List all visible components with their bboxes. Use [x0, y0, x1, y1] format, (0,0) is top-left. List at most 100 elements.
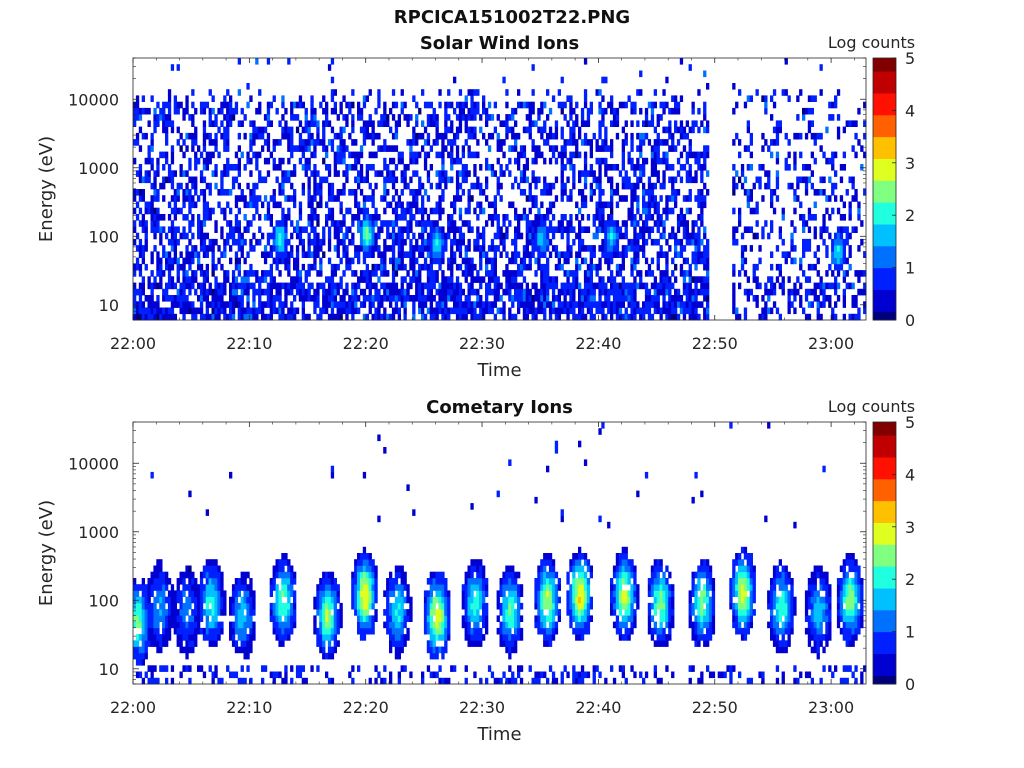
heat-cell — [650, 101, 655, 109]
heat-cell — [307, 120, 311, 127]
heat-cell — [144, 634, 148, 641]
heat-cell — [214, 615, 218, 622]
heat-cell — [138, 602, 143, 610]
heat-cell — [470, 182, 474, 190]
heat-cell — [627, 157, 631, 165]
heat-cell — [243, 288, 247, 296]
heat-cell — [263, 257, 268, 265]
heat-cell — [217, 189, 221, 196]
heat-cell — [389, 301, 393, 308]
heat-cell — [566, 276, 570, 283]
heat-cell — [342, 214, 346, 221]
heat-cell — [490, 263, 495, 271]
heat-cell — [194, 139, 198, 146]
heat-cell — [639, 270, 643, 277]
heat-cell — [295, 257, 300, 265]
heat-cell — [863, 151, 867, 159]
heat-cell — [150, 295, 154, 302]
heat-cell — [237, 89, 241, 96]
heat-cell — [854, 195, 858, 202]
heat-cell — [624, 182, 628, 190]
heat-cell — [612, 164, 617, 171]
heat-cell — [592, 189, 596, 196]
heat-cell — [150, 201, 154, 209]
heat-cell — [642, 301, 646, 308]
heat-cell — [226, 157, 230, 165]
heat-cell — [368, 232, 372, 240]
heat-cell — [211, 677, 215, 685]
heat-cell — [327, 207, 332, 215]
heat-cell — [543, 238, 547, 246]
heat-cell — [429, 245, 433, 252]
colorbar-segment — [873, 162, 896, 168]
heat-cell — [281, 214, 285, 221]
heat-cell — [147, 282, 151, 290]
heat-cell — [287, 288, 291, 296]
heat-cell — [525, 263, 529, 271]
heat-cell — [618, 232, 623, 240]
heat-cell — [243, 226, 247, 233]
heat-cell — [554, 176, 559, 184]
heat-cell — [223, 164, 227, 171]
heat-cell — [647, 101, 652, 109]
heat-cell — [834, 170, 838, 177]
heat-cell — [461, 107, 465, 115]
heat-cell — [330, 189, 335, 196]
heat-cell — [211, 615, 215, 622]
heat-cell — [450, 295, 454, 302]
heat-cell — [560, 164, 564, 171]
heat-cell — [761, 164, 765, 171]
heat-cell — [197, 621, 201, 629]
heat-cell — [226, 220, 230, 227]
heat-cell — [455, 126, 460, 134]
heat-cell — [205, 132, 209, 140]
heat-cell — [604, 157, 608, 165]
heat-cell — [575, 232, 579, 240]
heat-cell — [400, 189, 404, 196]
heat-cell — [386, 120, 390, 127]
heat-cell — [633, 295, 637, 302]
heat-cell — [386, 282, 390, 290]
heat-cell — [173, 226, 177, 233]
heat-cell — [284, 214, 288, 221]
heat-cell — [211, 257, 215, 265]
heat-cell — [293, 164, 297, 171]
heat-cell — [580, 214, 585, 221]
heat-cell — [188, 490, 192, 498]
heat-cell — [458, 120, 463, 127]
x-tick-label: 22:30 — [459, 334, 505, 353]
heat-cell — [461, 170, 465, 177]
heat-cell — [188, 238, 192, 246]
heat-cell — [205, 609, 209, 616]
heat-cell — [738, 270, 742, 277]
heat-cell — [647, 195, 652, 202]
heat-cell — [252, 120, 256, 127]
heat-cell — [630, 189, 634, 196]
heat-cell — [269, 245, 273, 252]
heat-cell — [429, 120, 433, 127]
heat-cell — [237, 120, 241, 127]
heat-cell — [301, 164, 305, 171]
heat-cell — [519, 270, 524, 277]
heat-cell — [615, 245, 620, 252]
heat-cell — [333, 270, 337, 277]
heat-cell — [176, 627, 180, 635]
heat-cell — [293, 257, 297, 265]
heat-cell — [525, 307, 529, 315]
heat-cell — [610, 107, 614, 115]
heat-cell — [298, 232, 303, 240]
heat-cell — [441, 232, 445, 240]
heat-cell — [857, 288, 861, 296]
heat-cell — [345, 114, 349, 121]
heat-cell — [185, 251, 189, 258]
heat-cell — [389, 107, 393, 115]
heat-cell — [508, 220, 512, 227]
heat-cell — [191, 270, 195, 277]
heat-cell — [333, 101, 337, 109]
heat-cell — [490, 288, 495, 296]
heat-cell — [197, 584, 201, 591]
heat-cell — [793, 295, 797, 302]
heat-cell — [141, 313, 145, 321]
heat-cell — [226, 107, 230, 115]
heat-cell — [179, 596, 183, 604]
